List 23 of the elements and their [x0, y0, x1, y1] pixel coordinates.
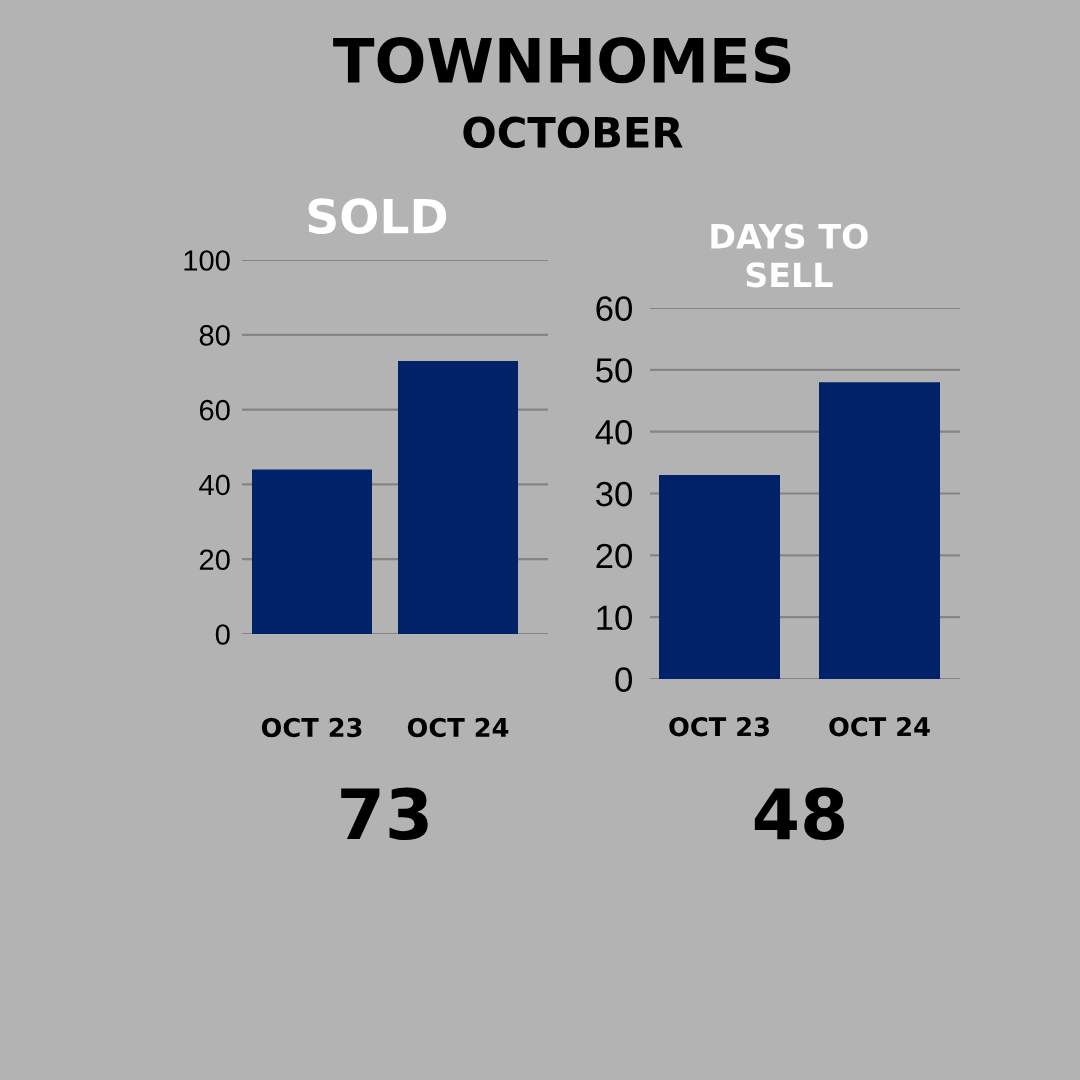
y-tick-label: 0	[215, 624, 230, 645]
chart-title: SOLD	[308, 198, 447, 235]
text: 73	[341, 787, 428, 841]
y-tick-label: 100	[184, 250, 230, 271]
text: 48	[754, 787, 845, 841]
y-tick-label: 0	[615, 667, 632, 692]
chart-title: DAYS TO SELL	[711, 223, 868, 288]
x-tick-label: OCT 23	[261, 717, 362, 738]
x-tick-label: OCT 24	[407, 717, 509, 738]
y-tick-label: 20	[199, 549, 230, 571]
text: TOWNHOMES	[333, 37, 791, 84]
y-tick-label: 50	[596, 358, 632, 383]
y-tick-label: 40	[199, 474, 230, 496]
y-tick-label: 10	[597, 605, 632, 631]
y-tick-label: 60	[596, 296, 632, 321]
x-tick-label: OCT 23	[669, 716, 769, 737]
x-tick-label: OCT 24	[829, 716, 930, 737]
y-tick-label: 60	[199, 399, 230, 421]
y-tick-label: 80	[199, 325, 230, 346]
text: OCTOBER	[463, 116, 683, 149]
y-tick-label: 20	[596, 543, 632, 569]
y-tick-label: 30	[596, 481, 632, 507]
y-tick-label: 40	[595, 420, 632, 445]
